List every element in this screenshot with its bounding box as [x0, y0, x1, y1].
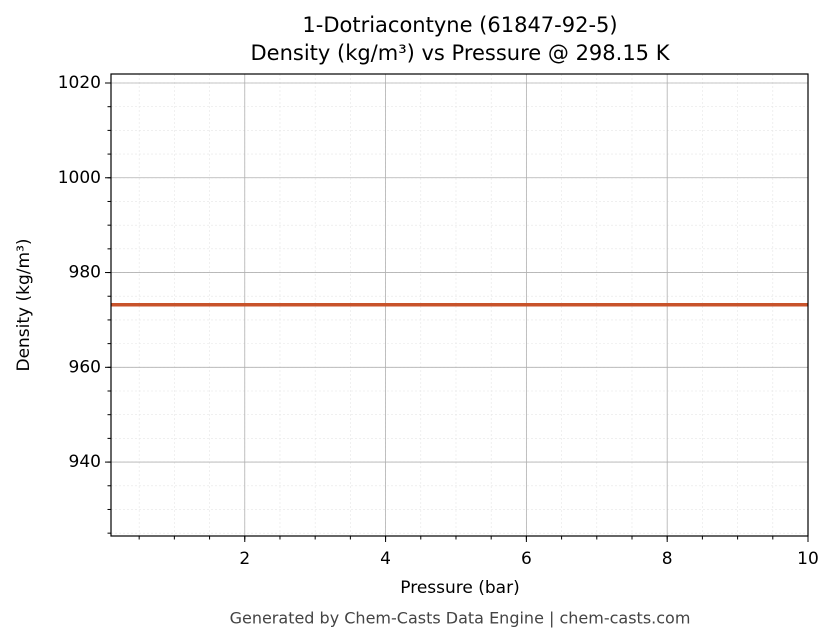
- y-tick-label: 980: [69, 263, 101, 283]
- y-tick-label: 1000: [58, 168, 101, 188]
- chart-title: 1-Dotriacontyne (61847-92-5): [302, 13, 617, 37]
- x-axis-label: Pressure (bar): [400, 578, 519, 598]
- x-tick-label: 6: [521, 549, 532, 569]
- x-tick-label: 2: [239, 549, 250, 569]
- x-tick-label: 10: [797, 549, 819, 569]
- chart-subtitle: Density (kg/m³) vs Pressure @ 298.15 K: [250, 41, 670, 65]
- y-tick-label: 940: [69, 452, 101, 472]
- x-tick-label: 8: [662, 549, 673, 569]
- y-tick-label: 960: [69, 357, 101, 377]
- y-tick-label: 1020: [58, 73, 101, 93]
- plot-frame: [110, 73, 809, 537]
- x-tick-label: 4: [380, 549, 391, 569]
- y-axis-label: Density (kg/m³): [14, 238, 34, 371]
- footer: Generated by Chem-Casts Data Engine | ch…: [230, 609, 691, 628]
